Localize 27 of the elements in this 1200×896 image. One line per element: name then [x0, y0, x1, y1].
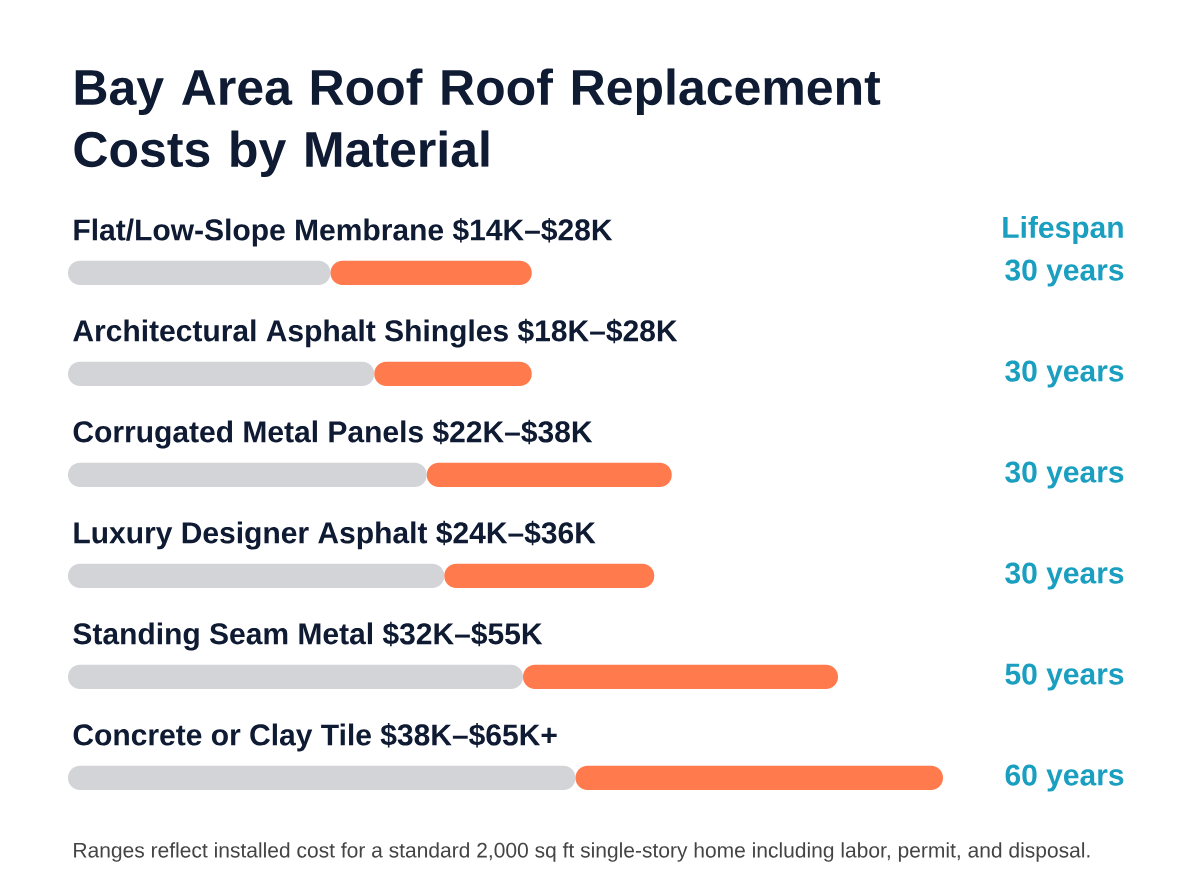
- y-tick-label: Standing Seam Metal $32K–$55K: [73, 621, 543, 651]
- bar: [330, 260, 532, 286]
- y-tick-label: Luxury Designer Asphalt $24K–$36K: [74, 520, 596, 550]
- text: Lifespan: [1003, 216, 1123, 244]
- bar: [68, 563, 445, 589]
- bar: [68, 664, 524, 690]
- bar: [575, 765, 943, 791]
- bar: [68, 260, 331, 286]
- text: 60 years: [1005, 764, 1124, 792]
- bar: [68, 765, 576, 791]
- text: 30 years: [1005, 461, 1124, 489]
- bar: [444, 563, 655, 589]
- bar: [374, 361, 532, 387]
- y-tick-label: Concrete or Clay Tile $38K–$65K+: [73, 723, 557, 752]
- y-tick-label: Flat/Low-Slope Membrane $14K–$28K: [74, 218, 613, 247]
- text: 30 years: [1005, 360, 1124, 388]
- bar: [68, 361, 375, 387]
- y-tick-label: Corrugated Metal Panels $22K–$38K: [73, 419, 593, 449]
- bar: [523, 664, 839, 690]
- text: 50 years: [1005, 663, 1124, 691]
- bar: [426, 462, 672, 488]
- bar: [68, 462, 427, 488]
- chart-title: Bay Area Roof Roof Replacement Costs by Material: [74, 68, 881, 178]
- text: 30 years: [1005, 562, 1124, 590]
- y-tick-label: Architectural Asphalt Shingles $18K–$28K: [73, 318, 678, 348]
- text: Ranges reflect installed cost for a standard 2,000 sq ft single-story home including labor, permit, and disposal.: [74, 842, 1090, 862]
- text: 30 years: [1005, 259, 1124, 287]
